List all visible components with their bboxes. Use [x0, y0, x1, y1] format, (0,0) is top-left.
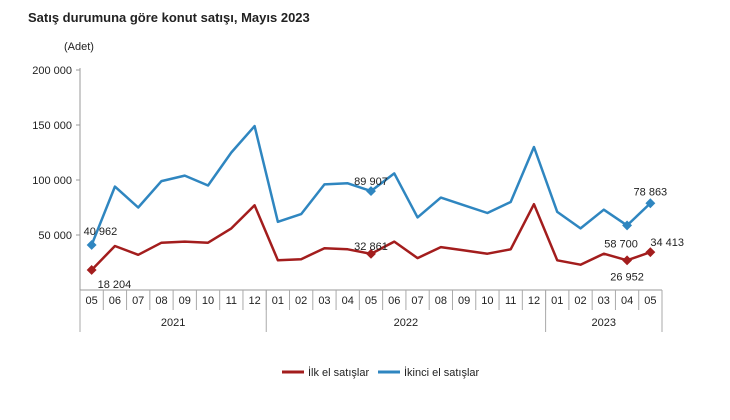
x-tick-label: 11 [505, 295, 516, 307]
x-tick-label: 12 [528, 295, 540, 307]
x-tick-label: 03 [318, 295, 330, 307]
y-axis-label: (Adet) [64, 41, 94, 53]
x-tick-label: 08 [155, 295, 167, 307]
year-label: 2023 [592, 317, 616, 329]
data-label: 32 861 [354, 241, 388, 253]
x-tick-label: 02 [574, 295, 586, 307]
data-marker [86, 239, 97, 250]
data-marker [622, 220, 633, 231]
data-marker [645, 198, 656, 209]
data-label: 58 700 [604, 238, 638, 250]
legend-label: İlk el satışlar [308, 366, 369, 379]
x-tick-label: 06 [388, 295, 400, 307]
x-tick-label: 09 [179, 295, 191, 307]
x-tick-label: 07 [132, 295, 144, 307]
x-tick-label: 01 [272, 295, 284, 307]
x-tick-label: 04 [621, 295, 633, 307]
x-tick-label: 08 [435, 295, 447, 307]
x-tick-label: 05 [644, 295, 656, 307]
data-marker [622, 255, 633, 266]
x-tick-label: 06 [109, 295, 121, 307]
y-tick-label: 150 000 [32, 120, 72, 132]
series-line-ilk-el [90, 202, 651, 271]
x-tick-label: 03 [598, 295, 610, 307]
data-label: 18 204 [98, 279, 132, 291]
y-tick-label: 100 000 [32, 175, 72, 187]
y-tick-label: 200 000 [32, 65, 72, 77]
legend-label: İkinci el satışlar [404, 366, 480, 379]
x-tick-label: 12 [248, 295, 260, 307]
y-tick-label: 50 000 [38, 230, 72, 242]
year-label: 2021 [161, 317, 185, 329]
data-marker [366, 186, 376, 197]
chart-title: Satış durumuna göre konut satışı, Mayıs … [28, 10, 310, 25]
x-tick-label: 10 [202, 295, 214, 307]
x-tick-label: 05 [365, 295, 377, 307]
data-label: 40 962 [84, 226, 118, 238]
data-label: 78 863 [634, 186, 668, 198]
data-label: 34 413 [650, 237, 684, 249]
x-tick-label: 02 [295, 295, 307, 307]
data-marker [645, 247, 656, 258]
data-label: 89 907 [354, 176, 388, 188]
x-tick-label: 05 [86, 295, 98, 307]
data-label: 26 952 [610, 271, 644, 283]
x-tick-label: 10 [481, 295, 493, 307]
x-tick-label: 09 [458, 295, 470, 307]
x-tick-label: 07 [411, 295, 423, 307]
x-tick-label: 01 [551, 295, 563, 307]
year-label: 2022 [394, 317, 418, 329]
x-tick-label: 04 [342, 295, 354, 307]
x-tick-label: 11 [226, 295, 237, 307]
data-marker [366, 248, 376, 259]
